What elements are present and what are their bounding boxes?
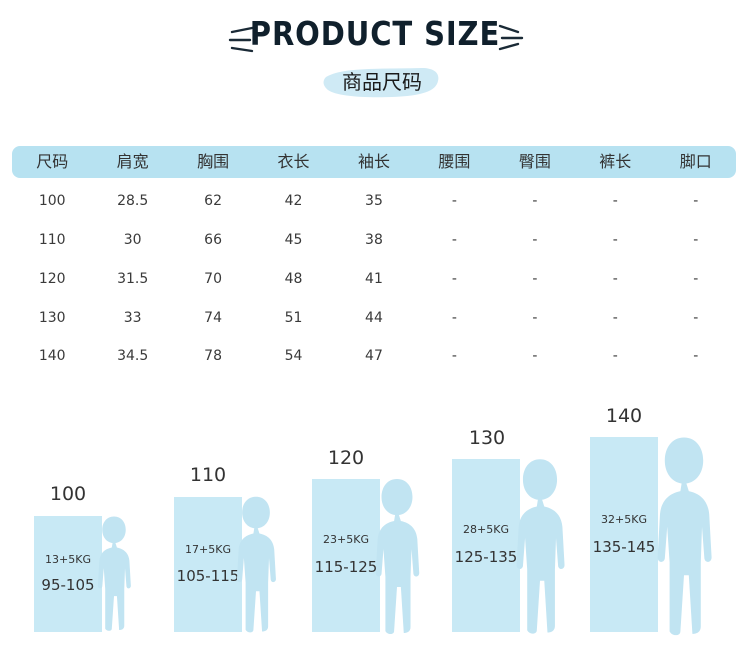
table-row: 110 30 66 45 38 - - - - [12,221,736,260]
table-cell: 41 [365,270,383,287]
size-label: 130 [468,427,506,449]
table-cell: - [532,309,538,326]
child-silhouette-icon [516,459,565,634]
page-title: PRODUCT SIZE [249,14,501,53]
height-range-label: 95-105 [41,576,95,594]
table-cell: 35 [365,193,383,210]
table-cell: - [693,232,699,249]
weight-label: 23+5KG [323,533,369,546]
column-header: 脚口 [679,152,712,171]
height-box [312,479,380,632]
size-figure-110: 110 17+5KG 105-115 [174,395,284,655]
table-cell: - [612,348,618,365]
height-range-label: 115-125 [314,558,378,576]
table-cell: 74 [204,309,222,326]
table-cell: - [693,270,699,287]
table-cell: 42 [284,193,303,210]
size-height-chart: 100 13+5KG 95-105 110 17+5KG 105-115 120… [0,395,750,655]
height-box [34,516,102,632]
right-dash-decoration [498,24,524,51]
table-cell: - [693,309,699,326]
weight-label: 13+5KG [45,553,91,566]
table-row: 130 33 74 51 44 - - - - [12,298,736,337]
column-header: 裤长 [599,152,632,171]
table-cell: - [693,348,699,365]
table-cell: 28.5 [117,193,149,210]
table-cell: 51 [284,309,303,326]
size-figure-130: 130 28+5KG 125-135 [452,395,572,655]
column-header: 肩宽 [116,152,149,171]
height-range-label: 125-135 [454,548,518,566]
column-header: 衣长 [277,152,310,171]
column-header: 尺码 [36,152,69,171]
table-cell: - [532,193,538,210]
table-cell: - [612,309,618,326]
table-cell: 34.5 [117,348,149,365]
table-cell: 120 [38,270,66,287]
size-table-body: 100 28.5 62 42 35 - - - - 110 30 66 45 3… [12,182,736,376]
height-box [174,497,242,632]
table-cell: 38 [365,232,383,249]
table-cell: 110 [38,232,66,249]
table-cell: - [532,270,538,287]
left-dash-decoration [228,26,254,53]
table-cell: - [451,348,457,365]
size-table-header: 尺码 肩宽 胸围 衣长 袖长 腰围 臀围 裤长 脚口 [12,146,736,178]
header: PRODUCT SIZE 商品尺码 [0,0,750,110]
column-header: 胸围 [197,152,230,171]
table-row: 100 28.5 62 42 35 - - - - [12,182,736,221]
table-cell: 54 [284,348,303,365]
table-cell: - [612,232,618,249]
child-silhouette-icon [97,516,131,631]
child-silhouette-icon [657,437,712,636]
table-cell: 44 [365,309,383,326]
size-figure-100: 100 13+5KG 95-105 [34,395,134,655]
child-silhouette-icon [375,479,420,634]
child-silhouette-icon [236,496,276,633]
table-cell: 31.5 [117,270,149,287]
size-figure-120: 120 23+5KG 115-125 [312,395,422,655]
table-cell: - [532,232,538,249]
table-cell: 33 [123,309,142,326]
table-cell: 70 [204,270,222,287]
height-range-label: 135-145 [592,538,656,556]
height-range-label: 105-115 [176,567,240,585]
size-label: 100 [49,483,87,505]
table-cell: - [612,270,618,287]
table-cell: 100 [38,193,66,210]
height-box [452,459,520,632]
table-cell: 130 [38,309,66,326]
height-box [590,437,658,632]
table-row: 120 31.5 70 48 41 - - - - [12,260,736,299]
table-row: 140 34.5 78 54 47 - - - - [12,337,736,376]
weight-label: 28+5KG [463,523,509,536]
table-cell: 66 [204,232,222,249]
table-cell: 140 [38,348,66,365]
table-cell: - [451,232,457,249]
table-cell: 30 [123,232,142,249]
table-cell: 48 [284,270,303,287]
page-subtitle: 商品尺码 [342,70,422,94]
size-label: 140 [605,405,643,427]
table-cell: - [612,193,618,210]
size-figure-140: 140 32+5KG 135-145 [590,395,720,655]
table-cell: 47 [365,348,383,365]
brush-stroke-decoration [323,68,439,98]
weight-label: 17+5KG [185,543,231,556]
table-cell: - [451,193,457,210]
column-header: 袖长 [357,152,390,171]
table-cell: 45 [284,232,303,249]
table-cell: 78 [204,348,222,365]
column-header: 臀围 [518,152,551,171]
weight-label: 32+5KG [601,513,647,526]
table-cell: - [532,348,538,365]
table-cell: - [451,309,457,326]
size-label: 120 [327,447,365,469]
size-label: 110 [189,464,227,486]
table-cell: - [451,270,457,287]
table-cell: 62 [204,193,222,210]
column-header: 腰围 [438,152,471,171]
table-cell: - [693,193,699,210]
